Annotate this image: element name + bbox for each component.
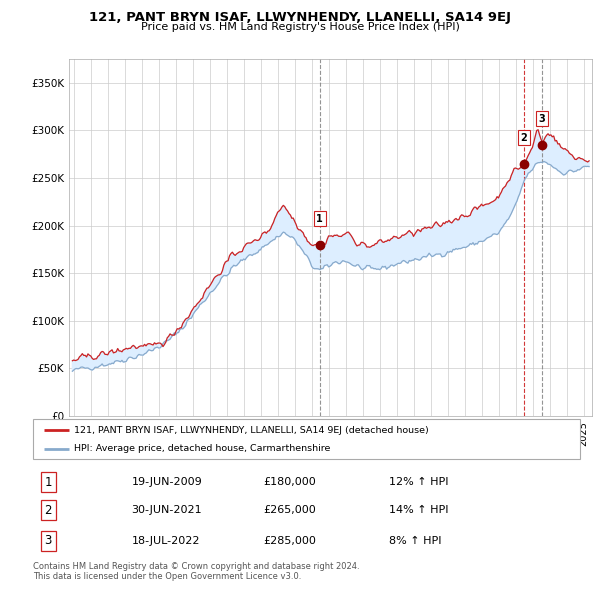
Text: 1: 1 bbox=[316, 214, 323, 224]
Text: 2: 2 bbox=[521, 133, 527, 143]
Text: 19-JUN-2009: 19-JUN-2009 bbox=[131, 477, 202, 487]
Text: £265,000: £265,000 bbox=[263, 506, 316, 515]
Text: This data is licensed under the Open Government Licence v3.0.: This data is licensed under the Open Gov… bbox=[33, 572, 301, 581]
Text: 30-JUN-2021: 30-JUN-2021 bbox=[131, 506, 202, 515]
Text: Price paid vs. HM Land Registry's House Price Index (HPI): Price paid vs. HM Land Registry's House … bbox=[140, 22, 460, 32]
Text: HPI: Average price, detached house, Carmarthenshire: HPI: Average price, detached house, Carm… bbox=[74, 444, 331, 454]
Text: 3: 3 bbox=[539, 114, 545, 124]
Text: 18-JUL-2022: 18-JUL-2022 bbox=[131, 536, 200, 546]
Text: 14% ↑ HPI: 14% ↑ HPI bbox=[389, 506, 448, 515]
Text: 12% ↑ HPI: 12% ↑ HPI bbox=[389, 477, 448, 487]
Text: £285,000: £285,000 bbox=[263, 536, 316, 546]
Text: 121, PANT BRYN ISAF, LLWYNHENDY, LLANELLI, SA14 9EJ (detached house): 121, PANT BRYN ISAF, LLWYNHENDY, LLANELL… bbox=[74, 425, 429, 435]
Text: 8% ↑ HPI: 8% ↑ HPI bbox=[389, 536, 441, 546]
Text: 1: 1 bbox=[44, 476, 52, 489]
Text: 2: 2 bbox=[44, 504, 52, 517]
Text: 121, PANT BRYN ISAF, LLWYNHENDY, LLANELLI, SA14 9EJ: 121, PANT BRYN ISAF, LLWYNHENDY, LLANELL… bbox=[89, 11, 511, 24]
Text: Contains HM Land Registry data © Crown copyright and database right 2024.: Contains HM Land Registry data © Crown c… bbox=[33, 562, 359, 571]
Text: £180,000: £180,000 bbox=[263, 477, 316, 487]
Text: 3: 3 bbox=[44, 534, 52, 547]
